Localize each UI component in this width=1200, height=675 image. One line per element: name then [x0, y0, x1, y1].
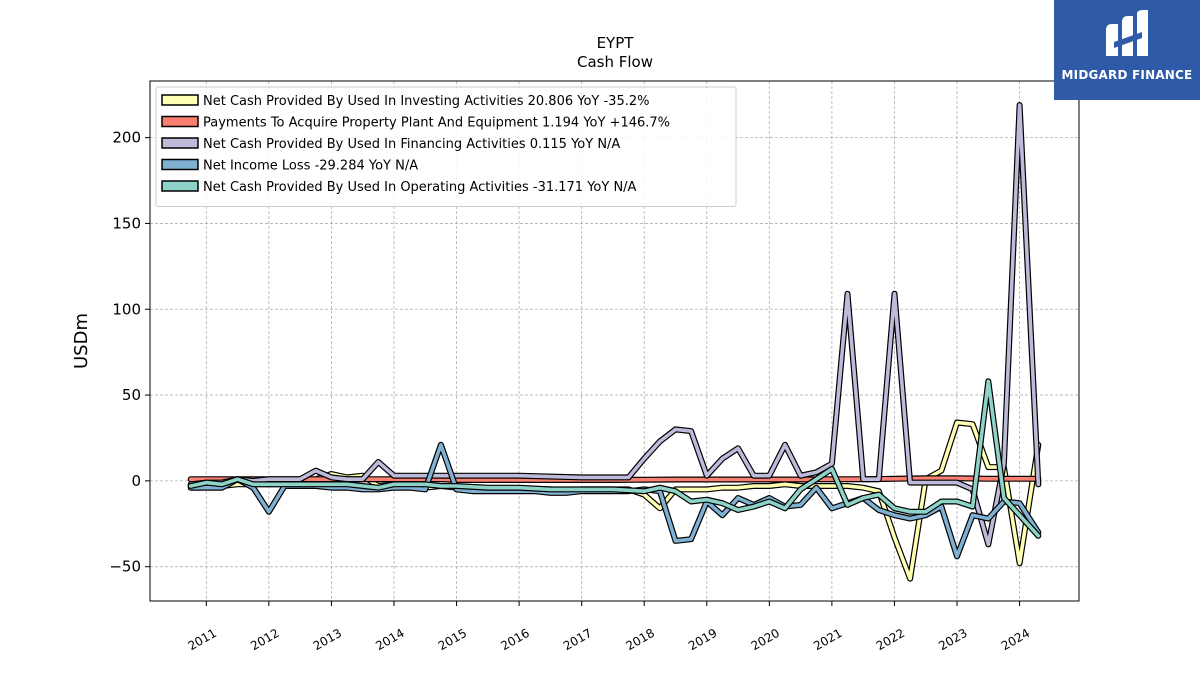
y-tick-label: 100	[112, 300, 141, 318]
legend-swatch	[161, 115, 199, 128]
x-tick-label: 2014	[373, 626, 406, 653]
x-tick-label: 2013	[311, 626, 344, 653]
legend-swatch	[161, 94, 199, 106]
series-line-3	[188, 103, 1041, 547]
x-tick-label: 2015	[436, 626, 469, 653]
series-line-5	[188, 379, 1041, 538]
x-tick-label: 2011	[186, 626, 219, 653]
chart-subtitle: Cash Flow	[577, 53, 653, 71]
x-tick-label: 2012	[248, 626, 281, 653]
legend-label: Net Cash Provided By Used In Operating A…	[203, 180, 637, 195]
x-tick-label: 2019	[686, 626, 719, 653]
x-tick-label: 2024	[999, 626, 1032, 653]
axis-ticks: −50 0 50 100 150 200 2011 2012 2013 2014 2015 2016 2…	[109, 129, 1032, 654]
legend: Net Cash Provided By Used In Investing A…	[155, 86, 737, 207]
y-tick-label: 50	[122, 386, 141, 404]
x-tick-label: 2021	[811, 626, 844, 653]
legend-label: Net Cash Provided By Used In Financing A…	[203, 137, 620, 152]
series-outline-1	[187, 419, 1042, 582]
midgard-finance-logo: MIDGARD FINANCE	[1054, 0, 1200, 100]
y-axis-label: USDm	[71, 313, 92, 369]
legend-label: Net Income Loss -29.284 YoY N/A	[203, 159, 418, 174]
x-tick-label: 2023	[936, 626, 969, 653]
y-tick-label: 0	[131, 472, 141, 490]
legend-label: Payments To Acquire Property Plant And E…	[203, 116, 670, 131]
x-tick-label: 2016	[498, 626, 531, 653]
x-tick-label: 2020	[749, 626, 782, 653]
series-lines	[187, 102, 1042, 582]
legend-swatch	[161, 180, 199, 192]
y-tick-label: −50	[109, 558, 141, 576]
legend-swatch	[161, 137, 199, 149]
x-tick-label: 2017	[561, 626, 594, 653]
legend-swatch	[161, 158, 199, 171]
midgard-logo-icon	[1106, 10, 1148, 56]
x-tick-label: 2018	[623, 626, 656, 653]
legend-label: Net Cash Provided By Used In Investing A…	[203, 94, 649, 109]
y-tick-label: 150	[112, 214, 141, 232]
y-tick-label: 200	[112, 129, 141, 147]
x-tick-label: 2022	[874, 626, 907, 653]
legend-box	[155, 86, 737, 207]
logo-text: MIDGARD FINANCE	[1061, 68, 1193, 82]
chart-title: EYPT	[597, 34, 635, 52]
plot-frame	[149, 80, 1080, 602]
